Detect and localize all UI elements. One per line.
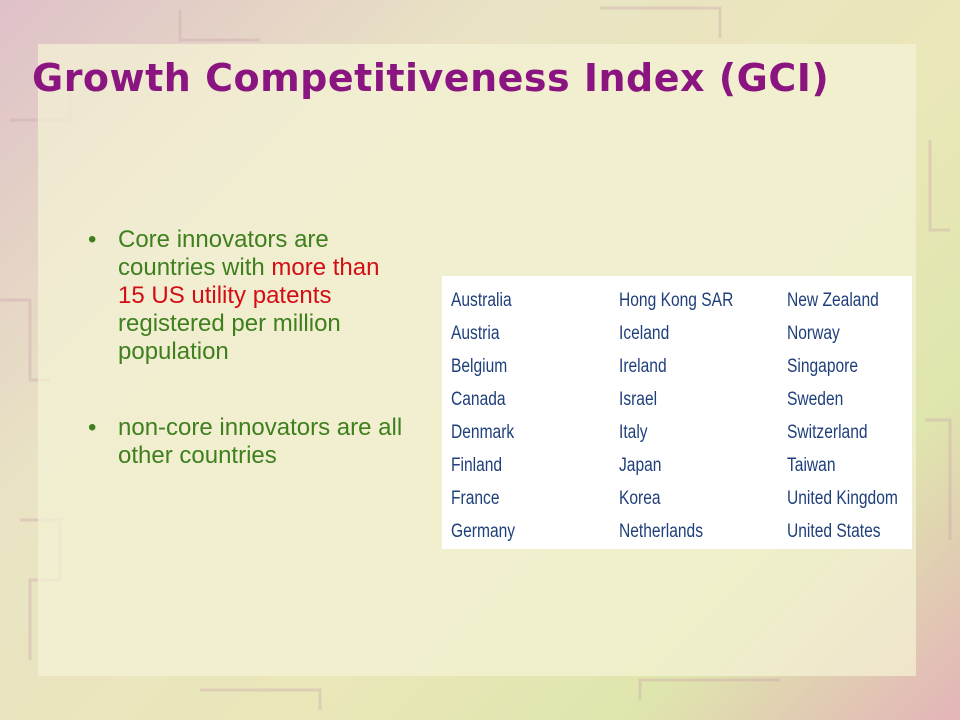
country-name: Korea <box>619 488 661 509</box>
country-name: France <box>451 488 500 509</box>
country-name: Sweden <box>787 389 844 410</box>
bullet-marker: • <box>88 226 97 253</box>
bullet-marker: • <box>88 414 97 441</box>
bullet-non-core-innovators: • non-core innovators are all other coun… <box>88 414 408 470</box>
country-name: Ireland <box>619 356 667 377</box>
country-name: United Kingdom <box>787 488 898 509</box>
country-column-3: New Zealand Norway Singapore Sweden Swit… <box>787 288 922 552</box>
slide-title: Growth Competitiveness Index (GCI) <box>32 56 830 100</box>
country-name: Australia <box>451 290 512 311</box>
country-name: Israel <box>619 389 658 410</box>
bullet-text-part2: registered per million population <box>118 310 341 365</box>
core-innovators-table: Australia Austria Belgium Canada Denmark… <box>442 276 912 549</box>
country-name: Iceland <box>619 323 670 344</box>
country-name: Hong Kong SAR <box>619 290 734 311</box>
country-name: Switzerland <box>787 422 868 443</box>
country-name: Denmark <box>451 422 515 443</box>
country-name: Belgium <box>451 356 508 377</box>
bullet-text-highlight: more than 15 US utility patents <box>118 254 380 309</box>
country-name: Canada <box>451 389 506 410</box>
country-name: Finland <box>451 455 503 476</box>
country-name: Germany <box>451 521 516 542</box>
country-name: United States <box>787 521 881 542</box>
country-name: Norway <box>787 323 840 344</box>
country-name: Singapore <box>787 356 859 377</box>
country-name: Italy <box>619 422 648 443</box>
bullet-text-part1: Core innovators are countries with <box>118 226 329 281</box>
country-column-2: Hong Kong SAR Iceland Ireland Israel Ita… <box>619 288 758 552</box>
country-name: New Zealand <box>787 290 879 311</box>
bullet-list: • Core innovators are countries with mor… <box>88 226 408 518</box>
country-name: Austria <box>451 323 500 344</box>
country-name: Netherlands <box>619 521 704 542</box>
country-name: Japan <box>619 455 662 476</box>
country-column-1: Australia Austria Belgium Canada Denmark… <box>451 288 529 552</box>
bullet-text: non-core innovators are all other countr… <box>118 414 403 469</box>
country-name: Taiwan <box>787 455 836 476</box>
bullet-core-innovators: • Core innovators are countries with mor… <box>88 226 408 366</box>
